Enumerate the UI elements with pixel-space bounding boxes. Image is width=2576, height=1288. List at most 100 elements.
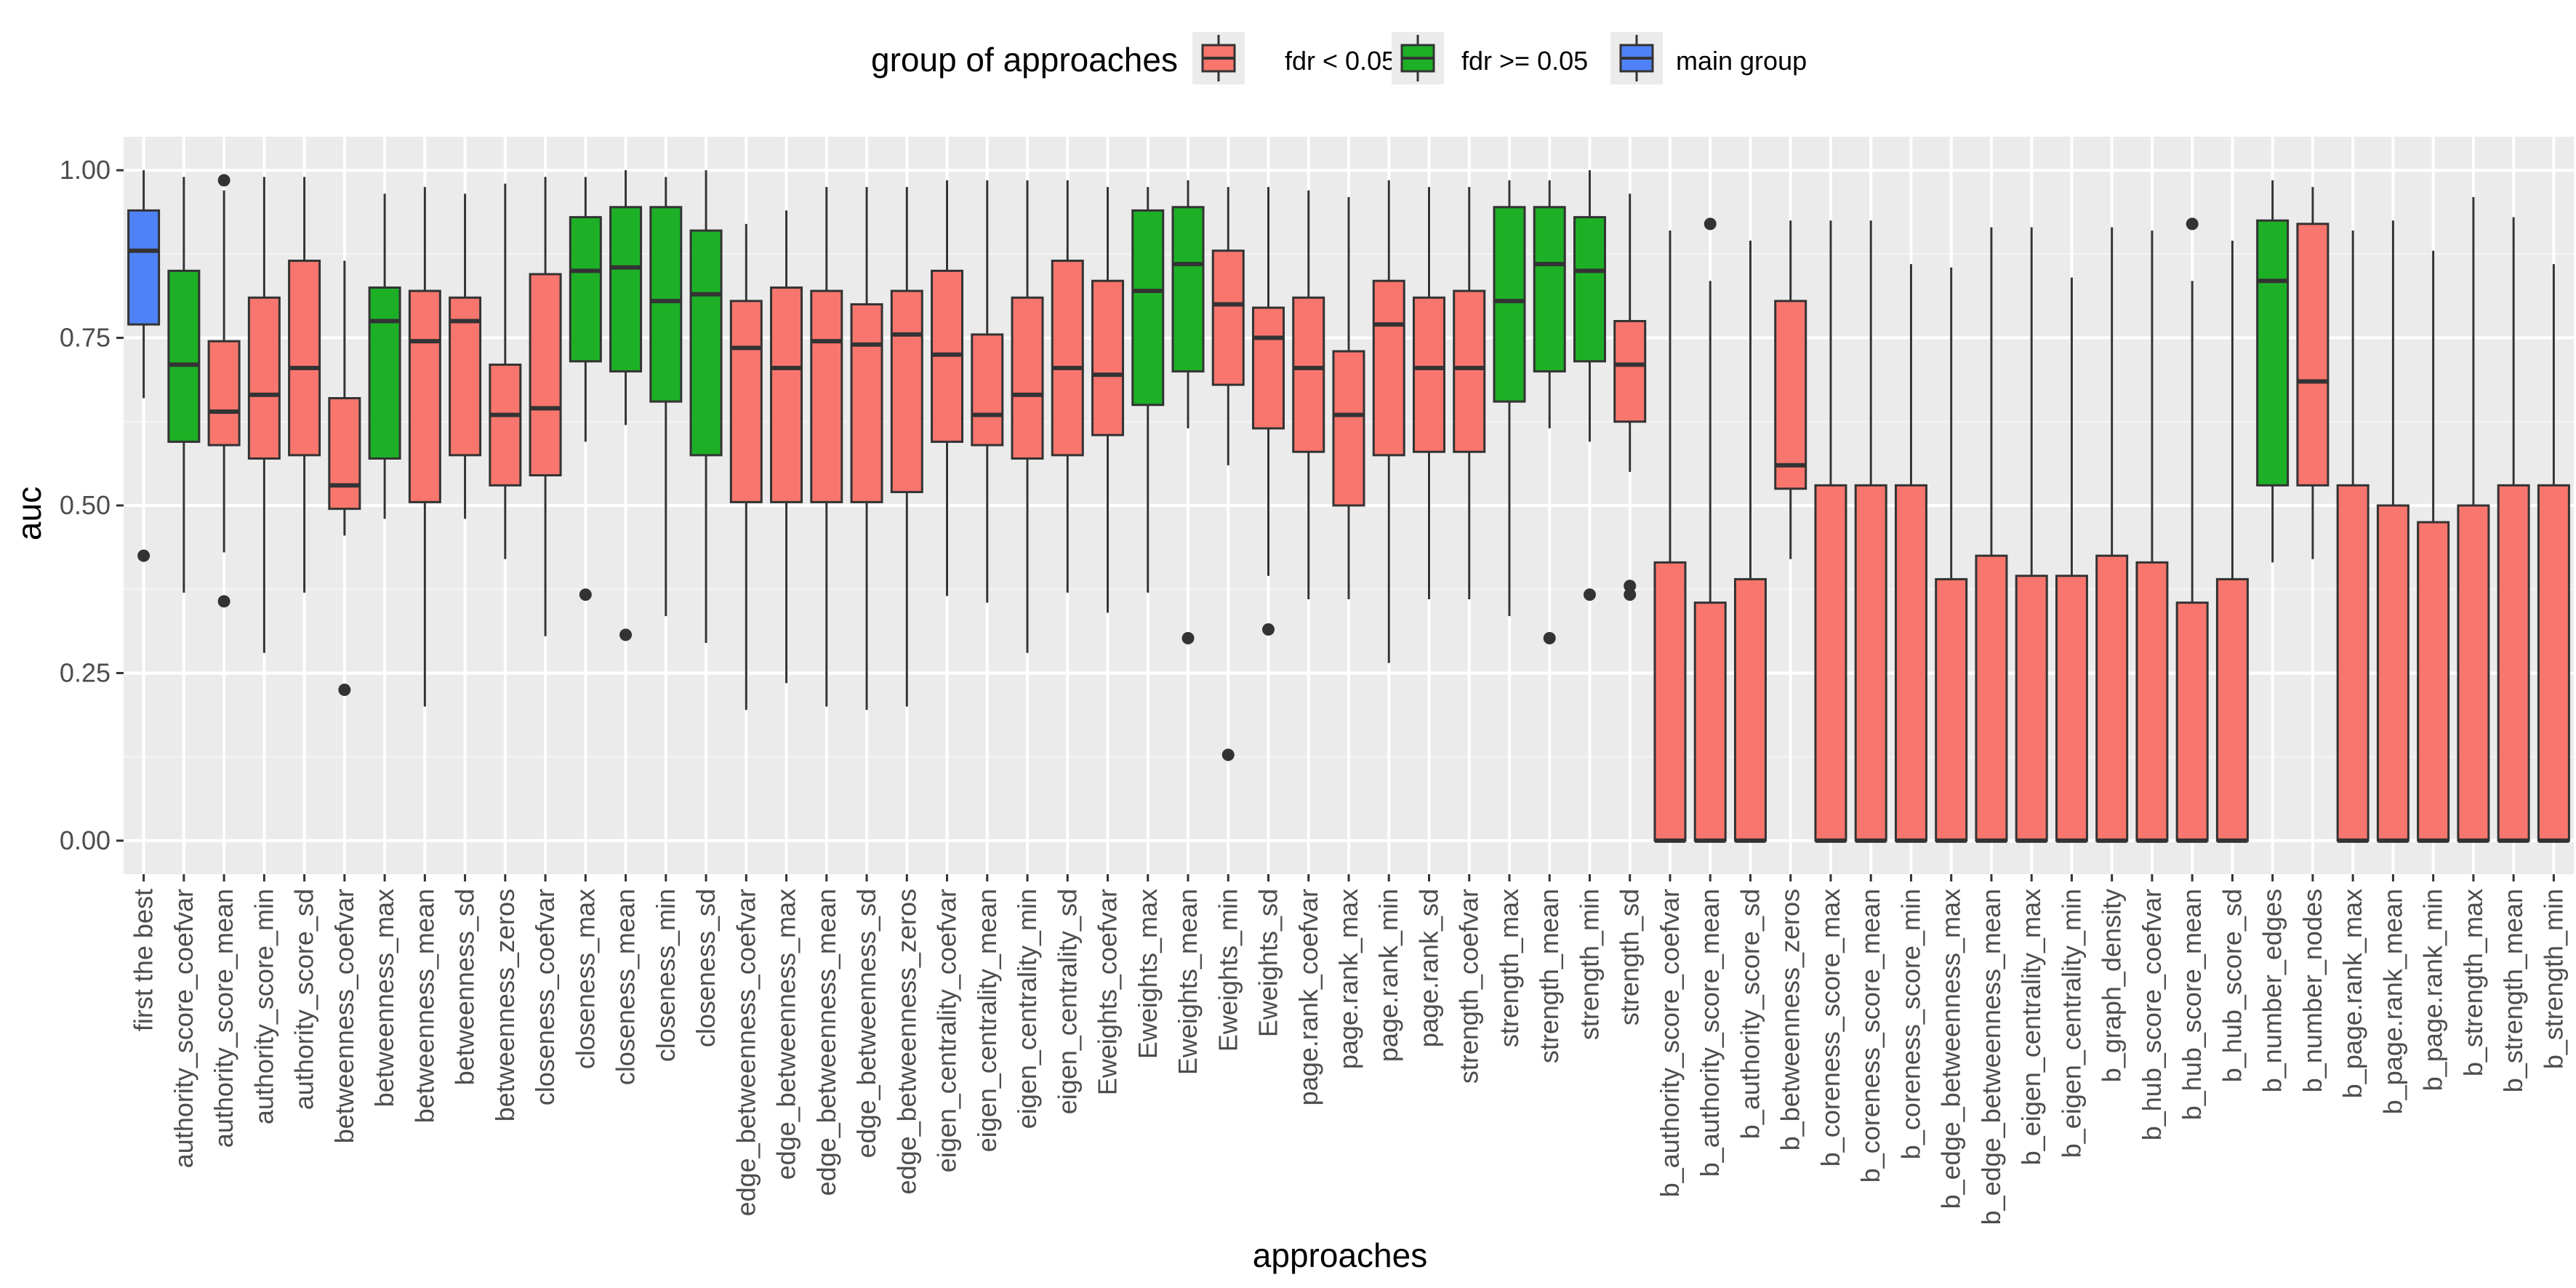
box-body — [1211, 249, 1245, 386]
box-body — [1814, 484, 1847, 842]
box-Eweights-min — [1211, 187, 1245, 761]
x-tick-label: eigen_centrality_sd — [1052, 889, 1082, 1114]
box-b-page-rank-mean — [2376, 220, 2410, 843]
box-body — [810, 289, 843, 503]
box-eigen-centrality-mean — [971, 180, 1004, 603]
outlier-point — [1221, 748, 1235, 761]
box-body — [1493, 206, 1526, 403]
x-tick-label: betweenness_coefvar — [329, 889, 359, 1143]
outlier-point — [1624, 588, 1637, 601]
box-body — [2537, 484, 2570, 842]
x-tick-label: b_page.rank_mean — [2378, 889, 2407, 1114]
x-tick-label: authority_score_coefvar — [169, 889, 198, 1168]
y-tick-label: 0.25 — [60, 657, 111, 687]
box-body — [971, 333, 1004, 447]
x-tick-label: strength_coefvar — [1454, 889, 1484, 1084]
box-body — [449, 296, 482, 457]
box-b-coreness-score-max — [1814, 220, 1847, 843]
x-tick-label: Eweights_min — [1213, 889, 1243, 1052]
box-Eweights-coefvar — [1091, 187, 1125, 613]
box-eigen-centrality-min — [1011, 180, 1044, 653]
box-betweenness-mean — [408, 187, 441, 707]
box-b-betweenness-zeros — [1774, 220, 1807, 559]
x-tick-label: b_graph_density — [2097, 889, 2127, 1082]
y-tick-label: 0.00 — [60, 825, 111, 855]
box-body — [1412, 296, 1445, 453]
x-tick-label: b_number_edges — [2258, 889, 2287, 1092]
box-body — [1573, 216, 1606, 363]
box-body — [1372, 279, 1405, 457]
box-body — [609, 206, 643, 373]
y-tick-label: 0.75 — [60, 323, 111, 353]
box-Eweights-mean — [1171, 180, 1205, 645]
box-body — [1733, 577, 1767, 842]
box-body — [328, 397, 361, 511]
x-tick-label: page.rank_coefvar — [1293, 889, 1323, 1105]
x-tick-label: edge_betweenness_sd — [851, 889, 881, 1158]
x-tick-label: first the best — [129, 889, 159, 1031]
box-body — [1975, 554, 2008, 842]
x-tick-label: betweenness_mean — [409, 889, 439, 1123]
box-body — [1292, 296, 1325, 453]
box-Eweights-max — [1131, 187, 1165, 593]
box-b-page-rank-min — [2417, 250, 2450, 843]
box-b-coreness-score-mean — [1854, 220, 1887, 843]
box-closeness-max — [569, 177, 602, 601]
box-body — [2135, 561, 2169, 842]
box-body — [2055, 575, 2088, 842]
box-body — [2015, 575, 2048, 842]
box-b-edge-betweenness-max — [1935, 267, 1968, 843]
box-authority-score-min — [247, 177, 281, 653]
box-b-authority-score-mean — [1693, 217, 1727, 843]
box-body — [2457, 504, 2490, 842]
x-tick-label: b_hub_score_sd — [2217, 889, 2247, 1082]
legend-label-fdr-lt: fdr < 0.05 — [1285, 46, 1396, 76]
box-betweenness-sd — [449, 193, 482, 519]
x-tick-label: page.rank_sd — [1413, 889, 1443, 1047]
legend-entry-fdr-ge: fdr >= 0.05 — [1392, 32, 1588, 84]
x-tick-label: betweenness_sd — [450, 889, 480, 1085]
box-body — [1332, 350, 1365, 507]
box-body — [247, 296, 281, 460]
x-tick-label: b_strength_mean — [2498, 889, 2528, 1092]
box-strength-max — [1493, 180, 1526, 617]
x-tick-label: strength_mean — [1534, 889, 1564, 1063]
box-body — [1051, 260, 1084, 457]
box-b-page-rank-max — [2336, 231, 2370, 843]
outlier-point — [137, 549, 151, 562]
x-tick-label: b_coreness_score_mean — [1855, 889, 1885, 1183]
x-tick-label: b_authority_score_coefvar — [1655, 889, 1685, 1197]
box-body — [207, 340, 241, 447]
legend-label-main-group: main group — [1676, 46, 1807, 76]
x-tick-label: b_hub_score_mean — [2177, 889, 2207, 1120]
x-axis-title: approaches — [1253, 1236, 1427, 1274]
legend-entry-fdr-lt: fdr < 0.05 — [1192, 32, 1396, 84]
outlier-point — [1583, 588, 1596, 601]
box-betweenness-coefvar — [328, 260, 361, 696]
box-body — [1854, 484, 1887, 842]
x-tick-label: closeness_mean — [611, 889, 641, 1085]
box-body — [529, 273, 562, 477]
x-tick-label: page.rank_max — [1333, 889, 1363, 1069]
x-tick-label: Eweights_mean — [1173, 889, 1203, 1075]
box-closeness-sd — [689, 170, 723, 643]
box-closeness-mean — [609, 170, 643, 641]
box-Eweights-sd — [1252, 187, 1285, 636]
box-body — [1252, 306, 1285, 430]
outlier-point — [619, 628, 633, 641]
x-tick-label: edge_betweenness_zeros — [891, 889, 921, 1194]
box-b-graph-density — [2095, 227, 2129, 843]
x-tick-label: page.rank_min — [1373, 889, 1403, 1062]
box-body — [1894, 484, 1927, 842]
box-body — [2175, 601, 2209, 842]
x-tick-label: betweenness_max — [369, 889, 399, 1107]
x-tick-label: authority_score_mean — [209, 889, 238, 1148]
box-body — [2296, 223, 2330, 487]
box-body — [2497, 484, 2530, 842]
box-body — [1011, 296, 1044, 460]
box-body — [689, 229, 723, 457]
legend-title: group of approaches — [871, 41, 1178, 79]
box-body — [890, 289, 923, 494]
x-tick-label: b_hub_score_coefvar — [2137, 889, 2167, 1140]
